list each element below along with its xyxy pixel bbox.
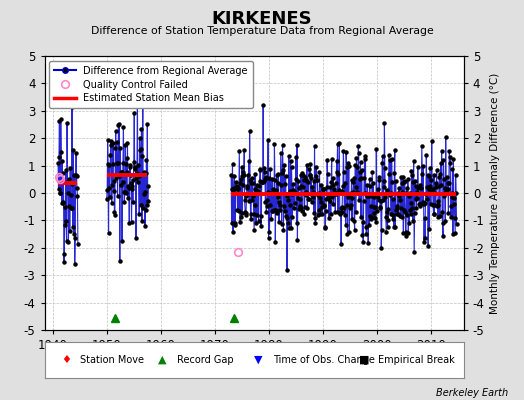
Text: Record Gap: Record Gap [177,355,233,365]
Text: Time of Obs. Change: Time of Obs. Change [273,355,375,365]
Text: Berkeley Earth: Berkeley Earth [436,388,508,398]
Text: ■: ■ [359,355,369,365]
Text: Difference of Station Temperature Data from Regional Average: Difference of Station Temperature Data f… [91,26,433,36]
Text: ♦: ♦ [61,355,71,365]
Text: KIRKENES: KIRKENES [212,10,312,28]
Legend: Difference from Regional Average, Quality Control Failed, Estimated Station Mean: Difference from Regional Average, Qualit… [49,61,253,108]
Text: ▲: ▲ [158,355,166,365]
Text: Station Move: Station Move [80,355,144,365]
Text: ▼: ▼ [254,355,263,365]
Text: Empirical Break: Empirical Break [378,355,454,365]
Y-axis label: Monthly Temperature Anomaly Difference (°C): Monthly Temperature Anomaly Difference (… [490,72,500,314]
